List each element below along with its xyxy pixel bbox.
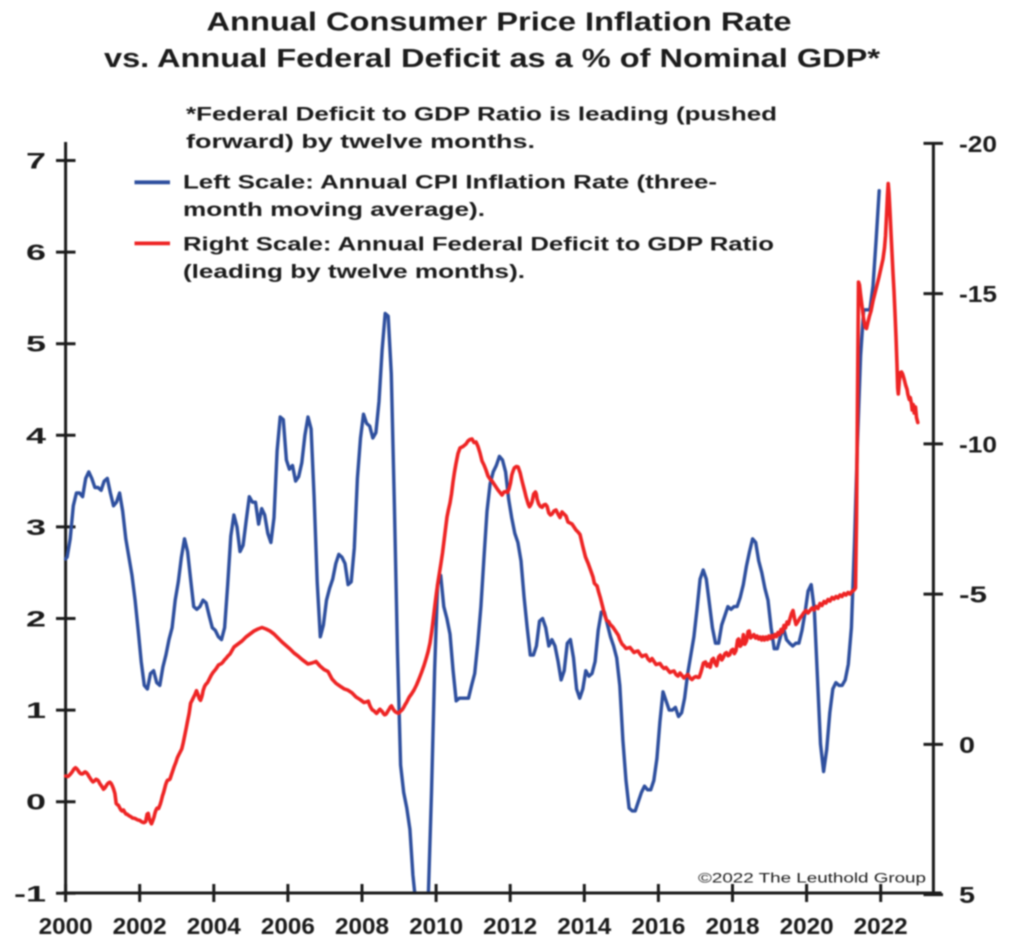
svg-text:6: 6 bbox=[26, 240, 46, 265]
svg-text:2010: 2010 bbox=[409, 913, 463, 939]
svg-text:-15: -15 bbox=[959, 281, 997, 307]
svg-text:2016: 2016 bbox=[631, 913, 685, 939]
svg-text:2012: 2012 bbox=[483, 913, 537, 939]
svg-text:(leading by twelve months).: (leading by twelve months). bbox=[183, 261, 525, 283]
svg-text:0: 0 bbox=[959, 732, 975, 758]
svg-text:4: 4 bbox=[26, 423, 47, 448]
svg-text:2004: 2004 bbox=[187, 913, 241, 939]
svg-text:Annual Consumer Price Inflatio: Annual Consumer Price Inflation Rate bbox=[207, 9, 792, 37]
svg-text:1: 1 bbox=[26, 698, 46, 723]
svg-text:2: 2 bbox=[26, 607, 46, 632]
svg-text:month moving average).: month moving average). bbox=[183, 199, 485, 221]
svg-text:2014: 2014 bbox=[557, 913, 611, 939]
svg-text:Right Scale: Annual Federal De: Right Scale: Annual Federal Deficit to G… bbox=[183, 234, 774, 256]
svg-text:©2022 The Leuthold Group: ©2022 The Leuthold Group bbox=[698, 871, 926, 886]
svg-text:7: 7 bbox=[26, 149, 46, 174]
svg-text:Left Scale: Annual CPI Inflati: Left Scale: Annual CPI Inflation Rate (t… bbox=[183, 172, 717, 194]
svg-text:-10: -10 bbox=[959, 431, 997, 457]
svg-text:-20: -20 bbox=[959, 131, 997, 157]
svg-text:5: 5 bbox=[26, 332, 46, 357]
svg-text:2006: 2006 bbox=[261, 913, 315, 939]
svg-text:-5: -5 bbox=[959, 582, 987, 608]
svg-text:0: 0 bbox=[26, 790, 46, 815]
svg-text:-1: -1 bbox=[14, 881, 46, 906]
svg-text:2000: 2000 bbox=[39, 913, 93, 939]
svg-text:2002: 2002 bbox=[113, 913, 167, 939]
svg-text:2020: 2020 bbox=[780, 913, 834, 939]
svg-text:*Federal Deficit to GDP Ratio: *Federal Deficit to GDP Ratio is leading… bbox=[186, 104, 777, 126]
svg-text:2018: 2018 bbox=[706, 913, 760, 939]
svg-text:vs. Annual Federal Deficit as: vs. Annual Federal Deficit as a % of Nom… bbox=[104, 45, 880, 73]
svg-text:2022: 2022 bbox=[854, 913, 908, 939]
svg-text:3: 3 bbox=[26, 515, 46, 540]
svg-text:2008: 2008 bbox=[335, 913, 389, 939]
svg-text:5: 5 bbox=[959, 882, 975, 908]
svg-text:forward) by twelve months.: forward) by twelve months. bbox=[186, 131, 535, 153]
